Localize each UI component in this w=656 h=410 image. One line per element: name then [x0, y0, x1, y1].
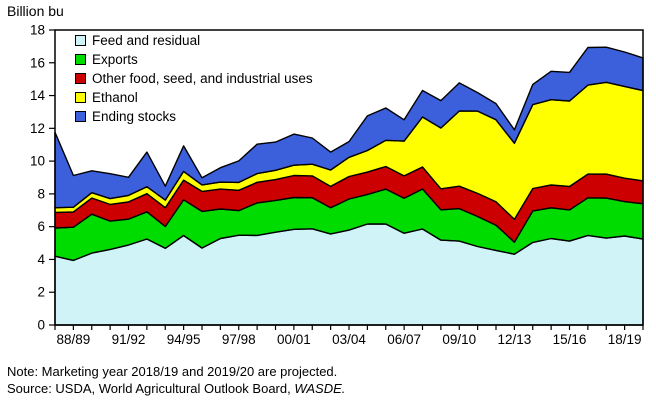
x-tick-label: 09/10 [442, 332, 476, 347]
y-tick-label: 14 [30, 88, 46, 103]
legend-label: Exports [92, 52, 138, 67]
legend-label: Ending stocks [92, 109, 177, 124]
y-tick-label: 16 [30, 55, 45, 70]
x-tick-label: 15/16 [553, 332, 587, 347]
x-tick-label: 12/13 [497, 332, 531, 347]
y-tick-label: 10 [30, 154, 45, 169]
legend-item-other-food-seed-industrial: Other food, seed, and industrial uses [75, 69, 313, 88]
y-tick-label: 8 [37, 186, 45, 201]
chart-note: Note: Marketing year 2018/19 and 2019/20… [7, 364, 338, 379]
chart-title: Billion bu [7, 3, 64, 19]
x-tick-label: 18/19 [608, 332, 642, 347]
chart-source: Source: USDA, World Agricultural Outlook… [7, 381, 345, 396]
legend-item-ending-stocks: Ending stocks [75, 107, 313, 126]
x-tick-label: 03/04 [332, 332, 366, 347]
legend-swatch-icon [75, 35, 86, 46]
x-tick-label: 06/07 [387, 332, 421, 347]
y-tick-label: 0 [37, 318, 45, 333]
y-tick-label: 18 [30, 23, 45, 38]
source-text: Source: USDA, World Agricultural Outlook… [7, 381, 295, 396]
y-tick-label: 2 [37, 285, 45, 300]
y-tick-label: 12 [30, 121, 45, 136]
x-tick-label: 97/98 [222, 332, 256, 347]
legend-swatch-icon [75, 92, 86, 103]
y-tick-label: 6 [37, 219, 45, 234]
legend-item-feed-and-residual: Feed and residual [75, 31, 313, 50]
legend-swatch-icon [75, 111, 86, 122]
legend-swatch-icon [75, 54, 86, 65]
chart-legend: Feed and residual Exports Other food, se… [75, 31, 313, 126]
stacked-area-chart: 88/89 91/92 94/95 97/98 00/01 03/04 06/07 09/10… [30, 23, 644, 347]
x-tick-label: 91/92 [112, 332, 146, 347]
x-tick-label: 88/89 [56, 332, 90, 347]
x-tick-label: 00/01 [277, 332, 311, 347]
legend-item-ethanol: Ethanol [75, 88, 313, 107]
legend-label: Ethanol [92, 90, 138, 105]
x-tick-label: 94/95 [167, 332, 201, 347]
source-publication: WASDE. [294, 381, 346, 396]
legend-swatch-icon [75, 73, 86, 84]
legend-item-exports: Exports [75, 50, 313, 69]
legend-label: Feed and residual [92, 33, 201, 48]
y-tick-label: 4 [37, 252, 45, 267]
legend-label: Other food, seed, and industrial uses [92, 71, 313, 86]
